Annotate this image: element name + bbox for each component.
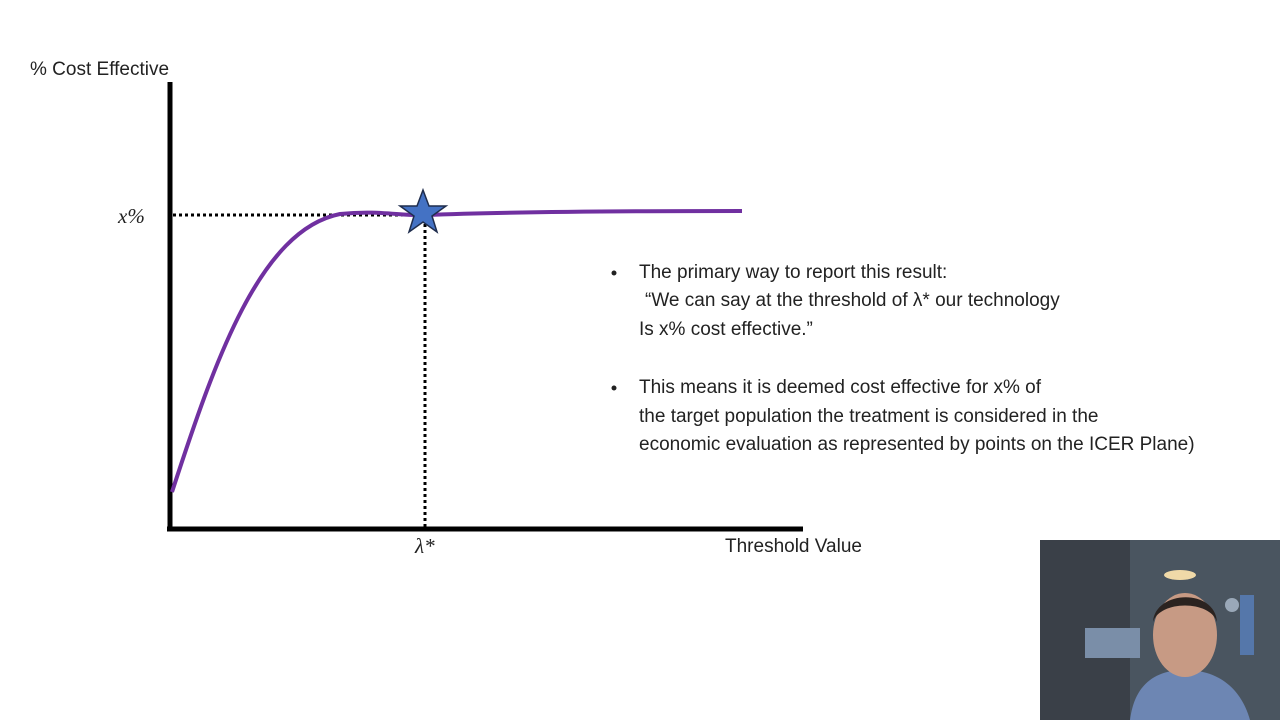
webcam-inset bbox=[1040, 540, 1280, 720]
bullet-dot bbox=[611, 270, 617, 276]
x-axis-label: Threshold Value bbox=[725, 536, 862, 557]
webcam-frame bbox=[1240, 595, 1254, 655]
bullet-line: The primary way to report this result: bbox=[639, 262, 947, 283]
webcam-shirt bbox=[1130, 670, 1250, 720]
webcam-poster bbox=[1085, 628, 1140, 658]
y-axis-label: % Cost Effective bbox=[30, 59, 169, 80]
webcam-hair bbox=[1153, 597, 1217, 622]
y-marker-label: x% bbox=[117, 204, 145, 228]
ceac-curve bbox=[170, 209, 743, 493]
bullet-line: the target population the treatment is c… bbox=[639, 406, 1098, 427]
webcam-light bbox=[1164, 570, 1196, 580]
webcam-clock bbox=[1225, 598, 1239, 612]
bullet-dot bbox=[611, 385, 617, 391]
star-marker bbox=[397, 187, 449, 234]
bullet-line: “We can say at the threshold of λ* our t… bbox=[645, 290, 1060, 311]
bullet-line: This means it is deemed cost effective f… bbox=[639, 377, 1042, 398]
x-marker-label: λ* bbox=[414, 534, 435, 558]
webcam-face bbox=[1153, 593, 1217, 677]
bullet-line: economic evaluation as represented by po… bbox=[639, 434, 1195, 455]
bullet-line: Is x% cost effective.” bbox=[639, 319, 813, 340]
